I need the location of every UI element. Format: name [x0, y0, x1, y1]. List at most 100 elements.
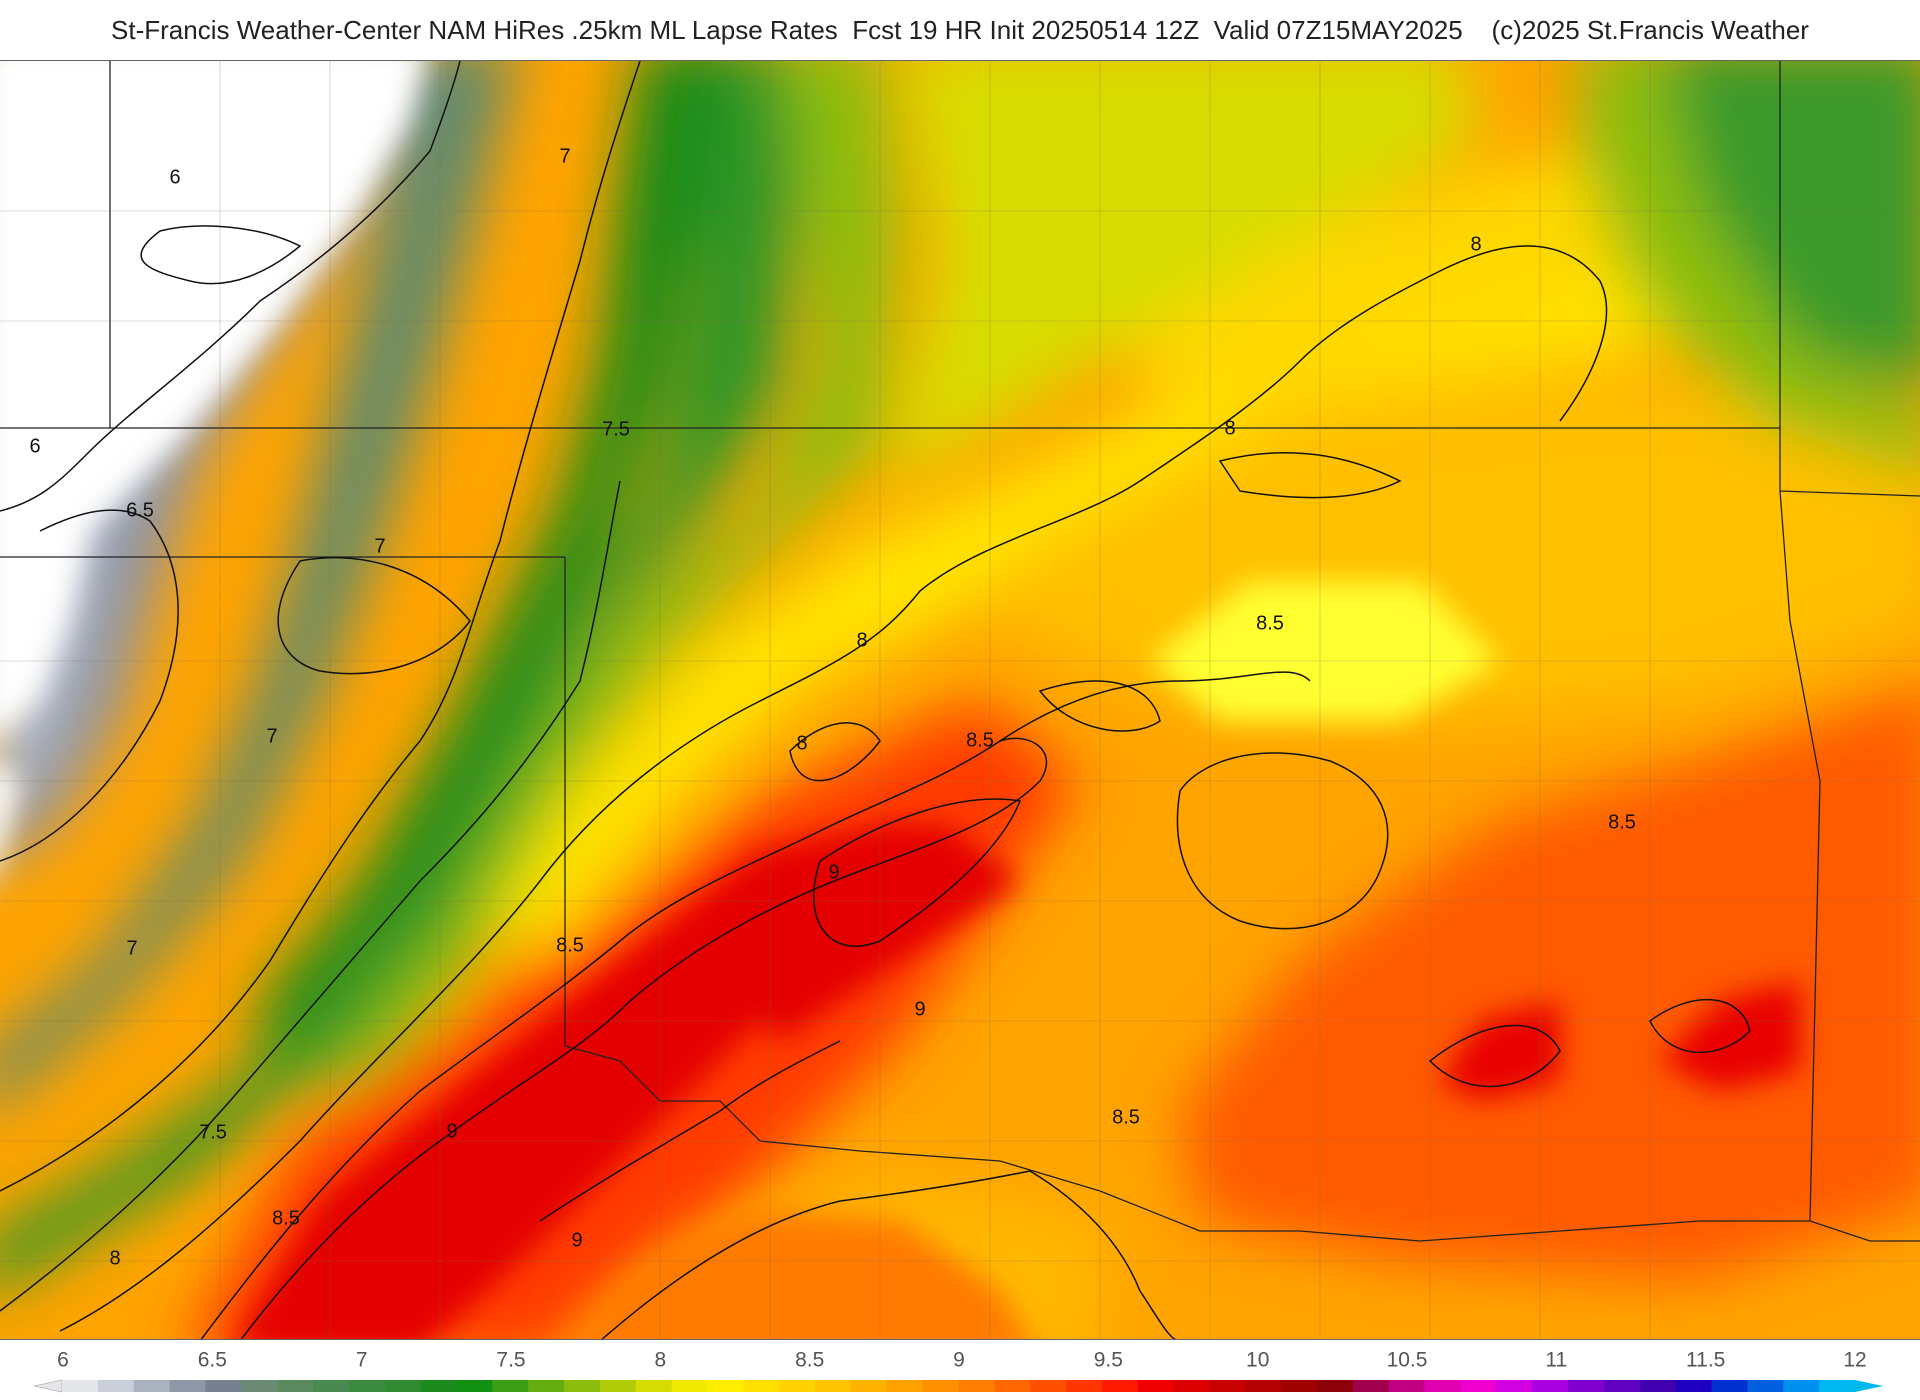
legend-tick-label: 7.5 — [496, 1349, 525, 1372]
legend-swatch — [1568, 1380, 1605, 1392]
legend-swatch — [1245, 1380, 1282, 1392]
legend-swatch — [635, 1380, 673, 1392]
legend-swatch — [671, 1380, 709, 1392]
legend-swatch — [815, 1380, 852, 1392]
legend-tick-label: 11 — [1545, 1349, 1567, 1372]
legend-swatch — [313, 1380, 350, 1392]
contour-lines — [0, 61, 1751, 1339]
legend-swatch — [850, 1380, 888, 1392]
contour-label: 6.5 — [126, 499, 154, 521]
legend-tick-label: 10 — [1246, 1349, 1269, 1372]
legend-arrow-low — [33, 1379, 63, 1393]
legend-swatch — [1496, 1380, 1533, 1392]
legend-swatch — [348, 1380, 386, 1392]
legend-swatch — [1639, 1380, 1677, 1392]
legend-swatch — [133, 1380, 171, 1392]
legend-swatch — [1388, 1380, 1426, 1392]
legend-tick-label: 12 — [1843, 1349, 1866, 1372]
contour-label: 8.5 — [966, 729, 994, 751]
contour-6-closed — [140, 225, 302, 285]
lapse-rate-map: 6 6 6.5 7 7 7 7 7.5 7.5 8 8 8 8 8 8.5 8.… — [0, 60, 1920, 1340]
contour-9-a — [240, 737, 1048, 1339]
legend-swatch — [743, 1380, 780, 1392]
contour-label: 8.5 — [1112, 1106, 1140, 1128]
contour-label: 7 — [126, 937, 137, 959]
legend-canvas: 6 6.5 7 7.5 8 8.5 9 9.5 10 10.5 11 11.5 12 — [33, 1349, 1883, 1393]
map-canvas: 6 6 6.5 7 7 7 7 7.5 7.5 8 8 8 8 8 8.5 8.… — [0, 61, 1920, 1339]
contour-label: 7.5 — [602, 418, 630, 440]
contour-7-b — [277, 556, 471, 675]
contour-9-b — [813, 798, 1022, 947]
legend-swatch — [169, 1380, 207, 1392]
legend-swatch — [1747, 1380, 1784, 1392]
contour-label: 8.5 — [1256, 612, 1284, 634]
contour-label: 9 — [914, 998, 925, 1020]
legend-swatch — [1819, 1380, 1856, 1392]
contour-8-a — [59, 245, 1608, 1332]
contour-label: 8.5 — [1608, 811, 1636, 833]
contour-label: 8 — [1224, 417, 1235, 439]
contour-6-5 — [0, 509, 179, 862]
contour-6 — [0, 61, 461, 512]
contour-label: 7.5 — [199, 1121, 227, 1143]
contour-label: 8 — [1470, 233, 1481, 255]
legend-tick-label: 6 — [57, 1349, 69, 1372]
legend-swatch — [1101, 1380, 1139, 1392]
legend-swatch — [62, 1380, 99, 1392]
legend-swatch — [1281, 1380, 1318, 1392]
legend-colorbar — [33, 1379, 1883, 1393]
county-grid — [0, 61, 1920, 1339]
contour-label: 7 — [374, 535, 385, 557]
color-legend: 6 6.5 7 7.5 8 8.5 9 9.5 10 10.5 11 11.5 12 — [0, 1340, 1920, 1400]
contour-9-d — [1649, 999, 1751, 1053]
legend-swatch — [1424, 1380, 1462, 1392]
contour-label: 8 — [109, 1247, 120, 1269]
legend-swatch — [420, 1380, 458, 1392]
contour-label: 9 — [446, 1120, 457, 1142]
legend-swatch — [599, 1380, 637, 1392]
legend-swatch — [922, 1380, 960, 1392]
contour-9-e — [539, 1040, 841, 1222]
legend-swatch — [1603, 1380, 1641, 1392]
legend-swatch — [97, 1380, 135, 1392]
color-field — [0, 61, 1920, 1339]
contour-label: 8.5 — [556, 934, 584, 956]
legend-swatch — [779, 1380, 816, 1392]
legend-tick-label: 8.5 — [795, 1349, 824, 1372]
legend-swatch — [1532, 1380, 1569, 1392]
legend-swatch — [1783, 1380, 1820, 1392]
legend-swatch — [1352, 1380, 1390, 1392]
legend-swatch — [994, 1380, 1031, 1392]
legend-tick-label: 6.5 — [198, 1349, 227, 1372]
legend-swatch — [241, 1380, 278, 1392]
political-boundaries — [0, 61, 1920, 1242]
contour-8-5-a — [200, 671, 1311, 1339]
legend-swatch — [1675, 1380, 1713, 1392]
legend-swatch — [1066, 1380, 1103, 1392]
contour-label: 9 — [828, 861, 839, 883]
legend-swatch — [1173, 1380, 1211, 1392]
contour-label: 6 — [169, 166, 180, 188]
contour-8-5-d — [601, 1170, 1177, 1339]
legend-swatch — [528, 1380, 565, 1392]
contour-label: 8 — [796, 732, 807, 754]
legend-swatch — [564, 1380, 601, 1392]
contour-label: 7 — [266, 725, 277, 747]
legend-swatch — [492, 1380, 529, 1392]
legend-swatch — [277, 1380, 314, 1392]
legend-tick-label: 8 — [654, 1349, 666, 1372]
contour-9-c — [1428, 1024, 1561, 1088]
legend-tick-label: 7 — [356, 1349, 368, 1372]
contour-label: 9 — [571, 1229, 582, 1251]
legend-swatch — [1137, 1380, 1175, 1392]
contour-label: 8 — [856, 629, 867, 651]
contour-7-a — [0, 61, 641, 1192]
contour-labels: 6 6 6.5 7 7 7 7 7.5 7.5 8 8 8 8 8 8.5 8.… — [29, 145, 1635, 1269]
legend-ticks: 6 6.5 7 7.5 8 8.5 9 9.5 10 10.5 11 11.5 12 — [57, 1349, 1867, 1372]
contour-label: 8.5 — [272, 1207, 300, 1229]
legend-swatch — [456, 1380, 493, 1392]
contour-label: 6 — [29, 435, 40, 457]
legend-swatch — [958, 1380, 995, 1392]
legend-tick-label: 9.5 — [1094, 1349, 1123, 1372]
legend-swatch — [707, 1380, 744, 1392]
